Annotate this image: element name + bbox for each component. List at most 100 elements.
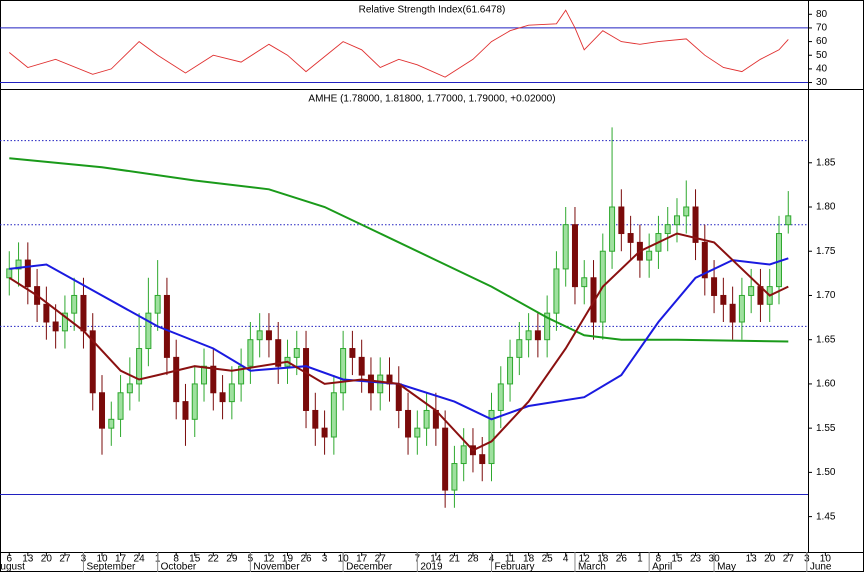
candle-body (108, 418, 115, 429)
candle-body (664, 224, 671, 235)
candle-body (89, 330, 96, 394)
x-tick-label: 13 (22, 554, 34, 565)
y-tick-label: 1.85 (816, 157, 836, 168)
candle-body (618, 206, 625, 235)
candle-body (154, 294, 161, 314)
x-tick-label: 17 (356, 554, 368, 565)
x-tick-label: 13 (746, 554, 758, 565)
x-tick-label: 26 (300, 554, 312, 565)
x-tick-label: 19 (282, 554, 294, 565)
month-label: 2019 (420, 562, 443, 572)
candle-body (414, 427, 421, 438)
candle-body (720, 294, 727, 305)
y-tick-label: 70 (816, 23, 828, 34)
x-tick-label: 15 (189, 554, 201, 565)
candle-body (256, 330, 263, 341)
candle-body (395, 383, 402, 411)
candle-body (219, 392, 226, 403)
x-tick-label: 26 (616, 554, 628, 565)
y-tick-label: 1.75 (816, 246, 836, 257)
x-tick-label: 14 (430, 554, 442, 565)
candle-body (275, 339, 282, 367)
candle-body (247, 339, 254, 367)
candle-body (349, 348, 356, 358)
candle-body (340, 348, 347, 394)
x-tick-label: 10 (820, 554, 832, 565)
x-tick-label: 25 (542, 554, 554, 565)
candle-body (201, 365, 208, 385)
candle-body (516, 339, 523, 358)
candle-body (43, 303, 50, 323)
candle-body (571, 224, 578, 288)
month-label: February (495, 562, 535, 572)
candle-body (590, 277, 597, 323)
x-tick-label: 20 (41, 554, 53, 565)
candle-body (182, 401, 189, 420)
month-label: December (346, 562, 393, 572)
candle-body (191, 383, 198, 420)
candle-body (24, 259, 31, 288)
candle-body (646, 250, 653, 261)
x-tick-label: 11 (505, 554, 516, 565)
x-tick-label: 21 (449, 554, 461, 565)
x-tick-label: 18 (597, 554, 609, 565)
candle-body (15, 259, 22, 270)
x-tick-label: 12 (263, 554, 275, 565)
candle-body (52, 321, 59, 332)
month-label: August (0, 562, 25, 572)
candle-body (544, 312, 551, 341)
y-tick-label: 1.50 (816, 467, 836, 478)
moving-average (8, 232, 789, 452)
candle-body (173, 356, 180, 403)
candle-body (683, 206, 690, 217)
candle-body (692, 206, 699, 243)
candle-body (525, 330, 532, 341)
rsi-title: Relative Strength Index(61.6478) (359, 5, 506, 16)
candle-body (117, 392, 124, 420)
x-tick-label: 15 (671, 554, 683, 565)
x-tick-label: 29 (226, 554, 238, 565)
candle-body (609, 206, 616, 252)
y-tick-label: 50 (816, 50, 828, 61)
x-tick-label: 18 (523, 554, 535, 565)
candle-body (460, 445, 467, 465)
candle-body (126, 383, 133, 394)
candle-body (358, 356, 365, 376)
candle-body (553, 268, 560, 314)
y-tick-label: 30 (816, 77, 828, 88)
x-tick-label: 8 (656, 554, 662, 565)
price-title: AMHE (1.78000, 1.81800, 1.77000, 1.79000… (308, 94, 555, 105)
y-tick-label: 1.80 (816, 202, 836, 213)
x-tick-label: 12 (579, 554, 591, 565)
month-label: March (578, 562, 606, 572)
x-tick-label: 28 (467, 554, 479, 565)
candle-body (673, 215, 680, 226)
candle-body (210, 365, 217, 394)
x-tick-label: 22 (208, 554, 220, 565)
candle-body (488, 409, 495, 465)
month-label: May (717, 562, 736, 572)
candle-body (6, 268, 13, 279)
candle-body (303, 348, 310, 411)
candle-body (507, 356, 514, 385)
candle-body (405, 409, 412, 438)
candle-body (293, 348, 300, 358)
x-tick-label: 4 (563, 554, 569, 565)
x-tick-label: 3 (322, 554, 328, 565)
candle-body (785, 215, 792, 226)
x-tick-label: 6 (6, 554, 12, 565)
candle-body (330, 392, 337, 438)
candle-body (136, 348, 143, 385)
candle-body (228, 383, 235, 403)
candle-body (163, 294, 170, 358)
x-tick-label: 24 (134, 554, 146, 565)
month-label: June (810, 562, 832, 572)
candle-body (265, 330, 272, 341)
candle-body (497, 383, 504, 411)
y-tick-label: 1.65 (816, 334, 836, 345)
candle-body (701, 241, 708, 279)
candle-body (581, 277, 588, 288)
x-tick-label: 23 (690, 554, 702, 565)
candle-body (71, 294, 78, 314)
